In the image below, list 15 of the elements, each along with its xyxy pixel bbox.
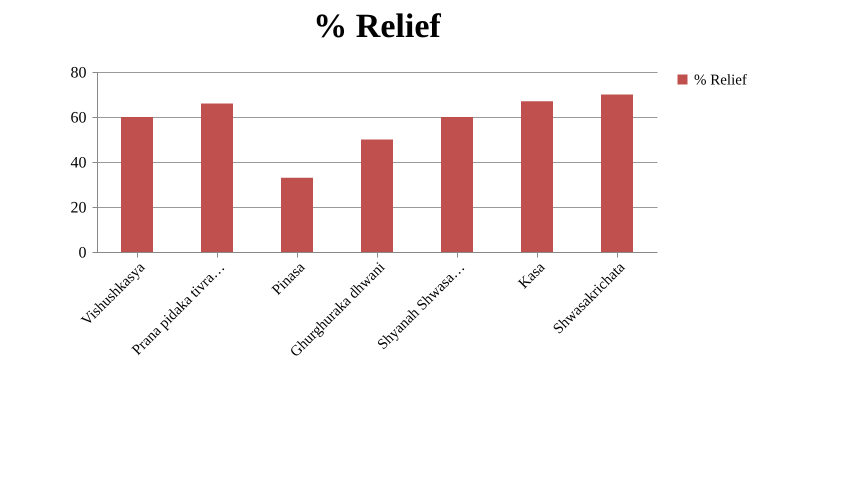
y-tick-label: 80 (70, 64, 86, 82)
bar (601, 94, 633, 252)
y-tick-label: 60 (70, 110, 86, 126)
bar (121, 117, 153, 252)
chart-title: % Relief (313, 8, 442, 45)
bar (521, 101, 553, 252)
legend-label: % Relief (694, 72, 747, 88)
bar (441, 117, 473, 252)
x-tick-label: Kasa (516, 259, 549, 292)
y-tick-label: 20 (70, 200, 86, 216)
y-tick-label: 0 (78, 244, 86, 262)
bar (361, 140, 393, 252)
bar (281, 178, 313, 252)
bar (201, 104, 233, 252)
y-tick-label: 40 (70, 154, 86, 172)
